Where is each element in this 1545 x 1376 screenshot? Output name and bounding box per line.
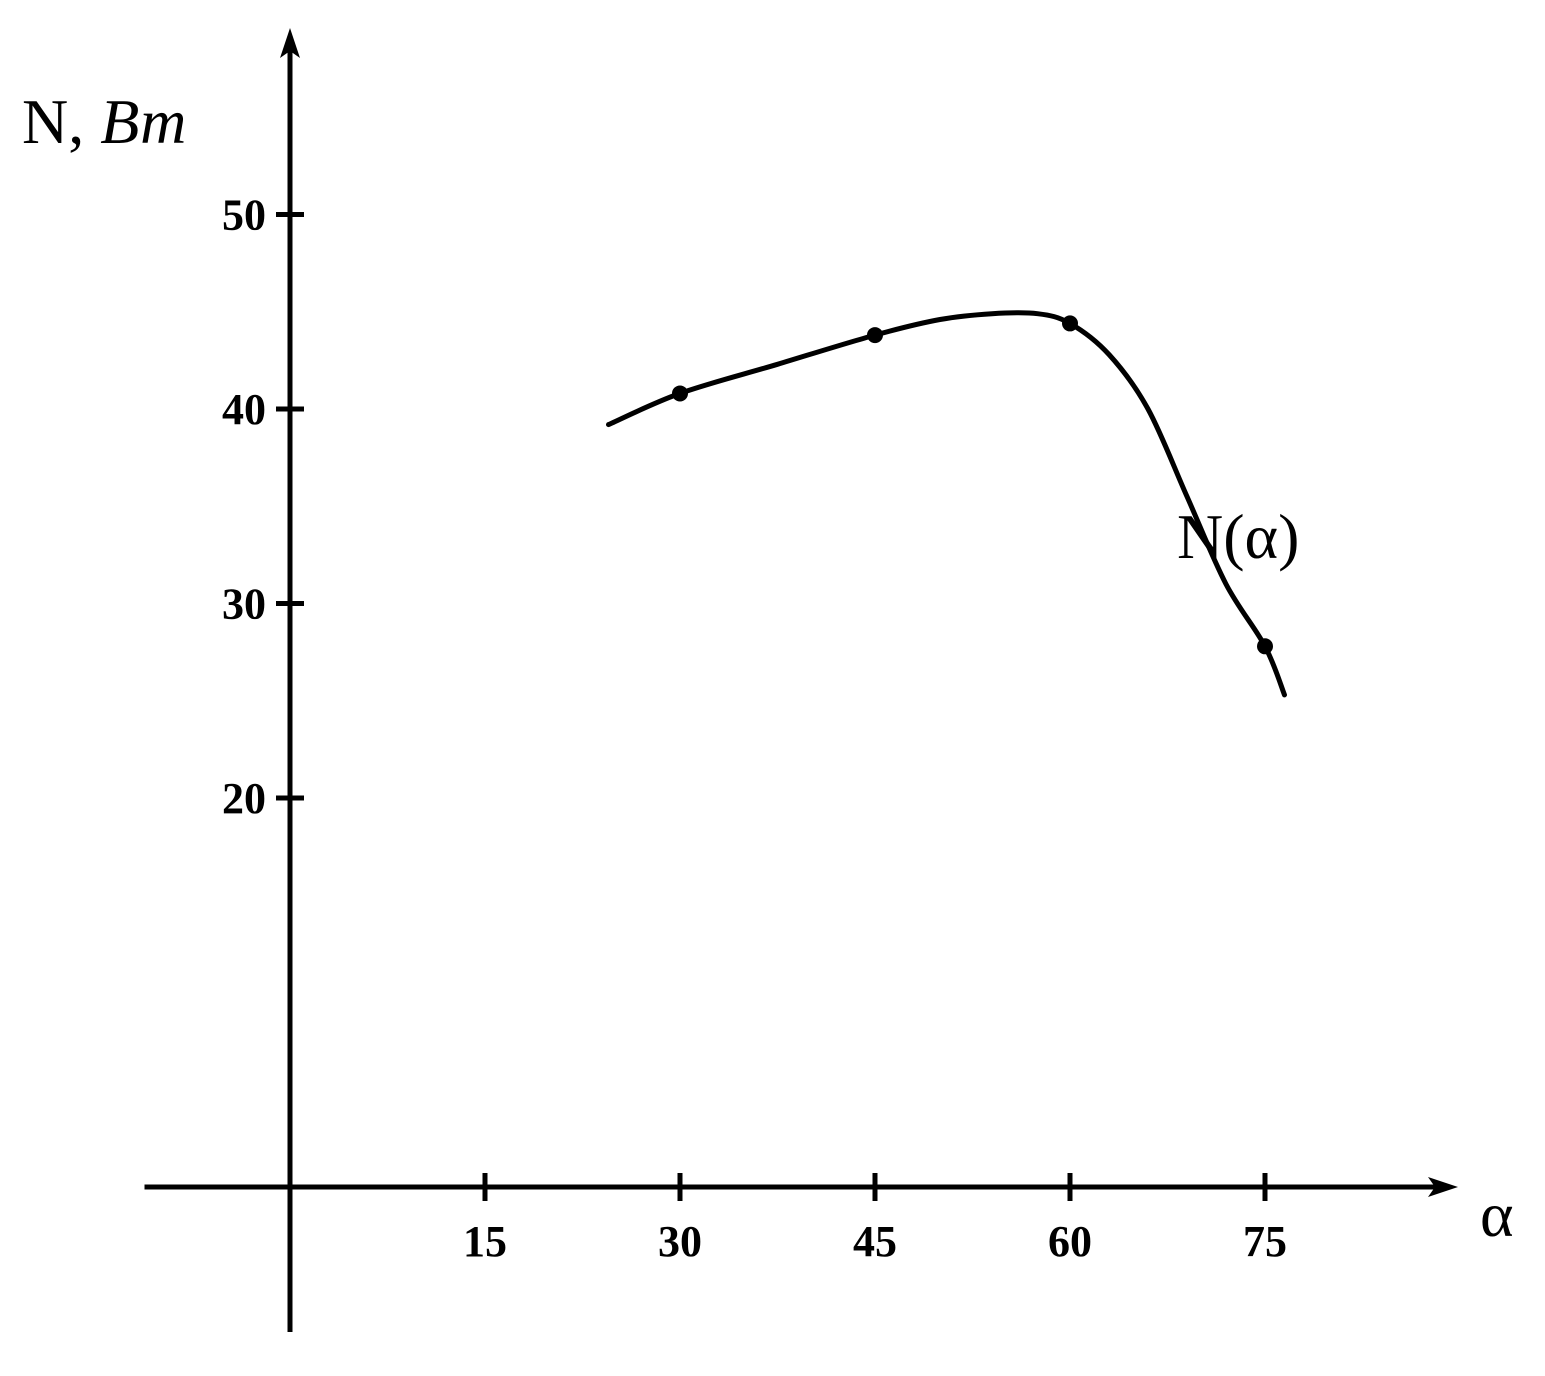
y-tick-label: 30 xyxy=(222,580,266,629)
x-tick-label: 45 xyxy=(853,1217,897,1266)
data-point xyxy=(867,327,883,344)
x-tick-label: 60 xyxy=(1048,1217,1092,1266)
y-tick-label: 50 xyxy=(222,191,266,240)
x-axis-title: α xyxy=(1480,1179,1514,1250)
y-axis-title: N, Вт xyxy=(22,86,186,157)
plot-area xyxy=(606,310,1287,698)
data-point xyxy=(1062,315,1078,332)
y-tick-label: 40 xyxy=(222,385,266,434)
data-point xyxy=(1257,638,1273,655)
series-line xyxy=(606,310,1287,698)
x-axis-arrow xyxy=(1428,1177,1458,1197)
x-tick-label: 75 xyxy=(1243,1217,1287,1266)
series-label: N(α) xyxy=(1177,501,1299,572)
y-tick-label: 20 xyxy=(222,774,266,823)
axes xyxy=(144,28,1458,1332)
x-tick-label: 15 xyxy=(463,1217,507,1266)
ticks: 15 30 45 60 75 20 30 40 50 xyxy=(222,191,1287,1267)
data-point xyxy=(672,385,688,402)
x-tick-label: 30 xyxy=(658,1217,702,1266)
y-axis-arrow xyxy=(280,28,300,58)
